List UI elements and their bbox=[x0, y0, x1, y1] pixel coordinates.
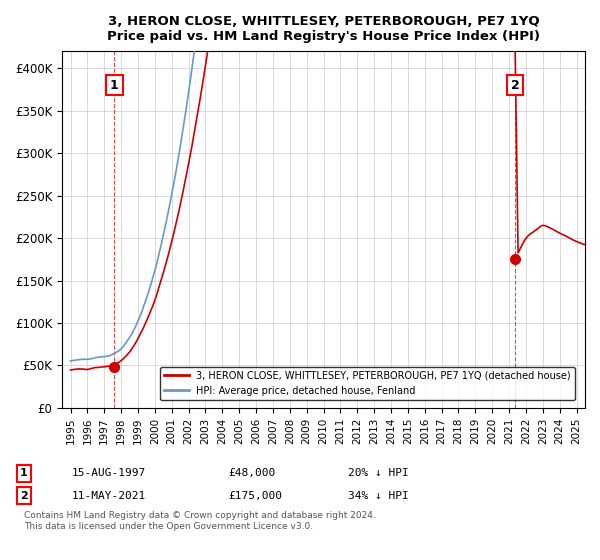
Text: This data is licensed under the Open Government Licence v3.0.: This data is licensed under the Open Gov… bbox=[24, 522, 313, 531]
Text: £48,000: £48,000 bbox=[228, 468, 275, 478]
Title: 3, HERON CLOSE, WHITTLESEY, PETERBOROUGH, PE7 1YQ
Price paid vs. HM Land Registr: 3, HERON CLOSE, WHITTLESEY, PETERBOROUGH… bbox=[107, 15, 540, 43]
Text: £175,000: £175,000 bbox=[228, 491, 282, 501]
Text: Contains HM Land Registry data © Crown copyright and database right 2024.: Contains HM Land Registry data © Crown c… bbox=[24, 511, 376, 520]
Text: 34% ↓ HPI: 34% ↓ HPI bbox=[348, 491, 409, 501]
Text: 2: 2 bbox=[511, 78, 520, 92]
Text: 20% ↓ HPI: 20% ↓ HPI bbox=[348, 468, 409, 478]
Legend: 3, HERON CLOSE, WHITTLESEY, PETERBOROUGH, PE7 1YQ (detached house), HPI: Average: 3, HERON CLOSE, WHITTLESEY, PETERBOROUGH… bbox=[160, 367, 575, 399]
Text: 11-MAY-2021: 11-MAY-2021 bbox=[72, 491, 146, 501]
Text: 1: 1 bbox=[110, 78, 119, 92]
Text: 1: 1 bbox=[20, 468, 28, 478]
Text: 2: 2 bbox=[20, 491, 28, 501]
Text: 15-AUG-1997: 15-AUG-1997 bbox=[72, 468, 146, 478]
